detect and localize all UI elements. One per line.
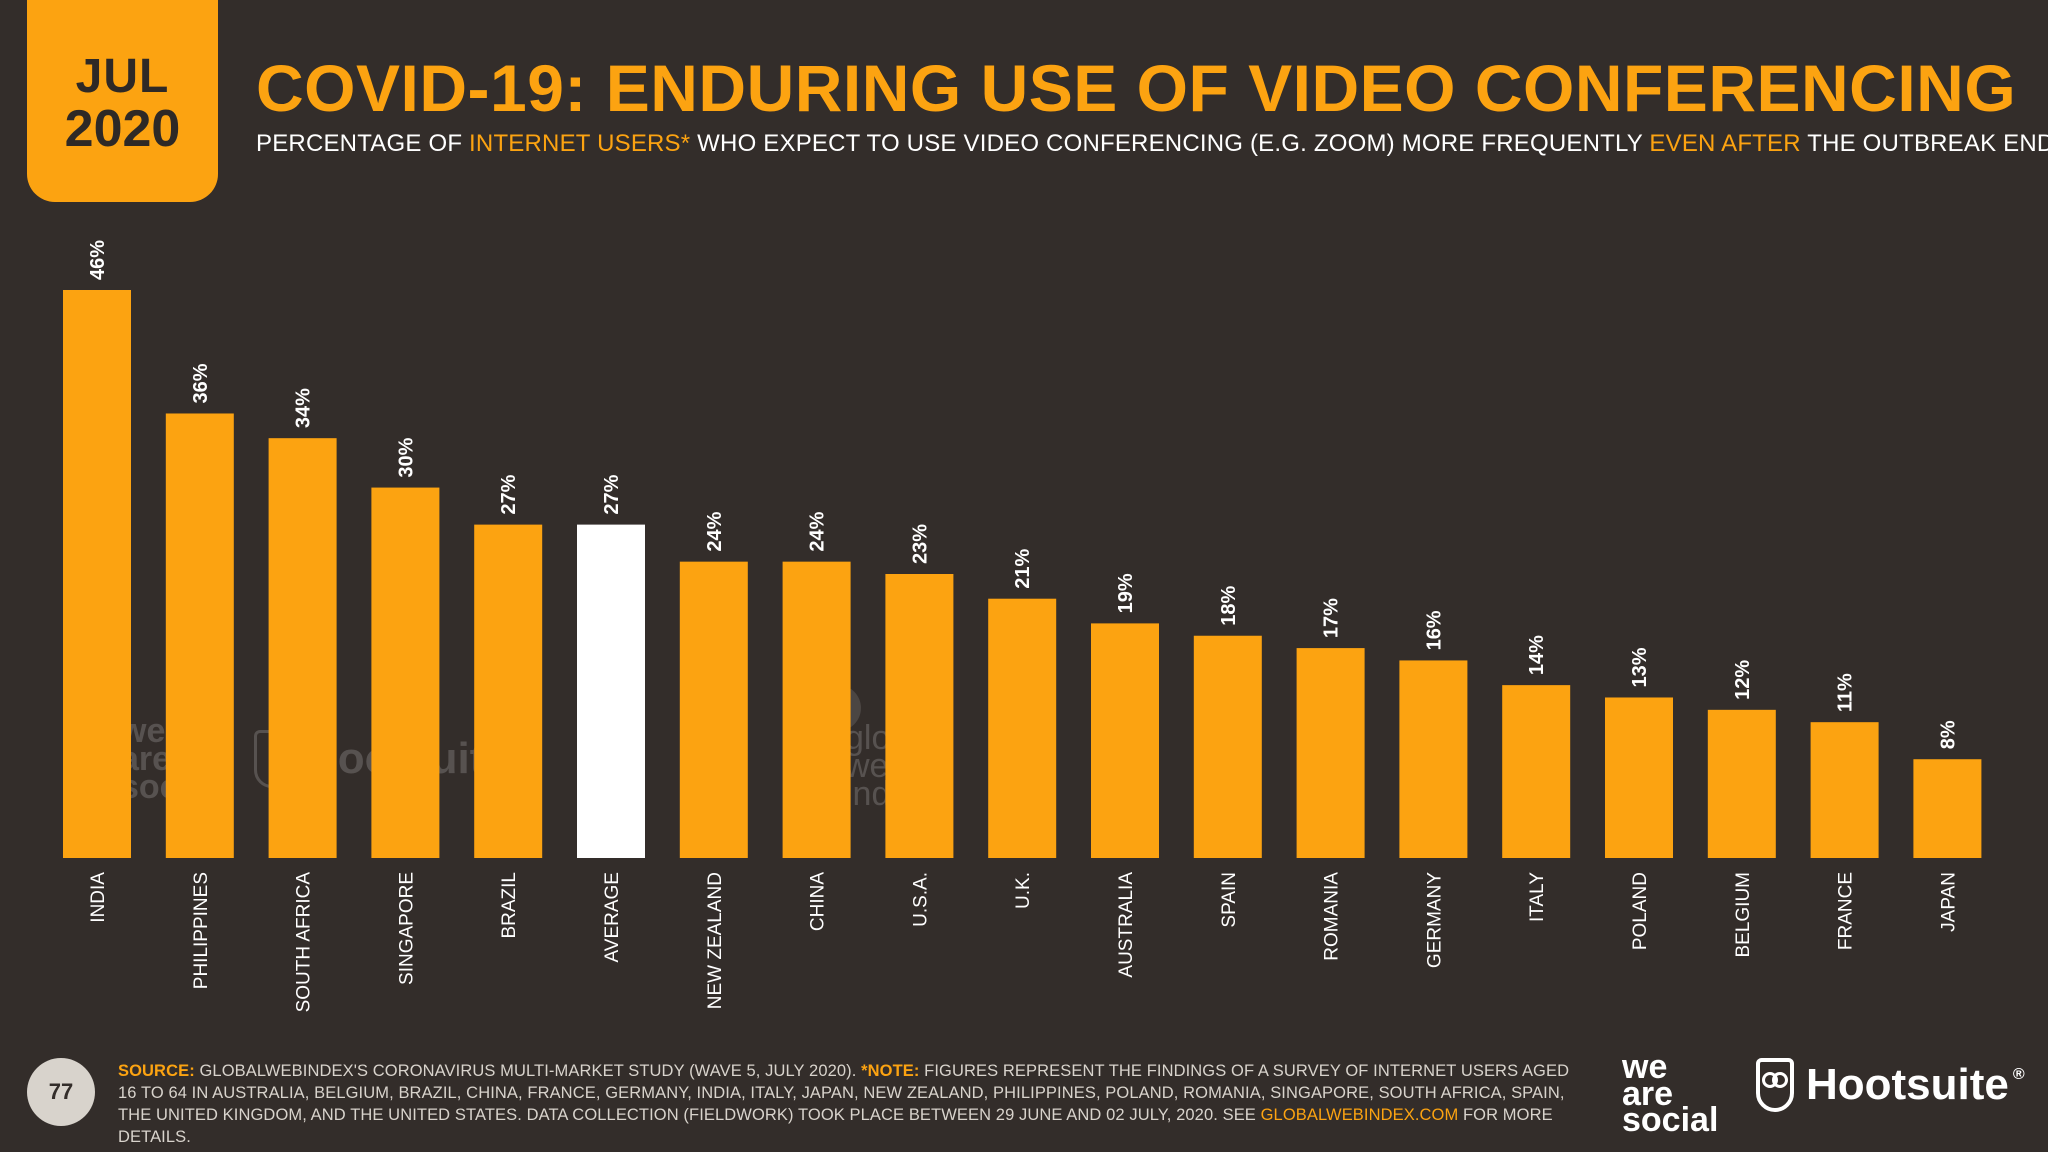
value-label-singapore: 30% <box>395 437 417 477</box>
value-label-germany: 16% <box>1423 610 1445 650</box>
category-label-japan: JAPAN <box>1938 872 1959 932</box>
category-label-poland: POLAND <box>1630 872 1651 950</box>
value-label-france: 11% <box>1835 673 1857 712</box>
category-label-australia: AUSTRALIA <box>1116 872 1137 978</box>
note-text: FIGURES REPRESENT THE FINDINGS OF A SURV… <box>118 1062 1570 1124</box>
value-label-india: 46% <box>87 240 109 280</box>
page-number: 77 <box>27 1058 95 1126</box>
hootsuite-logo-text: Hootsuite <box>1806 1060 2009 1109</box>
subtitle-part1: PERCENTAGE OF <box>256 130 470 157</box>
bar-china <box>782 561 851 858</box>
bar-japan <box>1913 759 1982 858</box>
badge-year: 2020 <box>64 99 181 158</box>
footer-source-note: SOURCE: GLOBALWEBINDEX'S CORONAVIRUS MUL… <box>118 1060 1588 1148</box>
bar-india <box>63 290 131 858</box>
category-label-spain: SPAIN <box>1219 872 1240 928</box>
category-label-south-africa: SOUTH AFRICA <box>294 872 315 1013</box>
category-label-romania: ROMANIA <box>1322 872 1343 961</box>
bar-france <box>1810 722 1879 858</box>
page-title: COVID-19: ENDURING USE OF VIDEO CONFEREN… <box>256 51 2017 125</box>
globalwebindex-link[interactable]: GLOBALWEBINDEX.COM <box>1260 1106 1459 1124</box>
value-label-brazil: 27% <box>498 474 520 514</box>
bar-spain <box>1193 635 1262 858</box>
value-label-u-s-a: 23% <box>909 524 931 564</box>
footer-tail: FOR MORE DETAILS. <box>118 1106 1553 1146</box>
category-label-china: CHINA <box>808 872 829 931</box>
category-label-singapore: SINGAPORE <box>396 872 417 985</box>
category-label-italy: ITALY <box>1527 872 1548 922</box>
note-label: *NOTE: <box>861 1062 920 1080</box>
registered-mark: ® <box>2012 1066 2025 1083</box>
category-label-france: FRANCE <box>1836 872 1857 950</box>
bar-brazil <box>474 524 543 858</box>
value-label-japan: 8% <box>1937 720 1959 749</box>
source-label: SOURCE: <box>118 1062 195 1080</box>
bar-average <box>577 524 645 858</box>
bar-u-s-a <box>885 574 954 858</box>
value-label-australia: 19% <box>1115 573 1137 613</box>
bar-australia <box>1091 623 1159 858</box>
category-label-germany: GERMANY <box>1424 872 1445 968</box>
hootsuite-logo: Hootsuite ® <box>1756 1058 2025 1112</box>
category-label-u-s-a: U.S.A. <box>910 872 931 927</box>
value-label-philippines: 36% <box>190 363 212 403</box>
bar-chart: 46% INDIA 36% PHILIPPINES 34% SOUTH AFRICA 30%… <box>63 240 1982 1013</box>
category-label-new-zealand: NEW ZEALAND <box>705 872 726 1009</box>
bar-philippines <box>165 413 234 858</box>
value-label-poland: 13% <box>1629 647 1651 687</box>
bar-germany <box>1399 660 1468 858</box>
source-text: GLOBALWEBINDEX'S CORONAVIRUS MULTI-MARKE… <box>194 1062 862 1080</box>
value-label-china: 24% <box>807 511 829 551</box>
bar-south-africa <box>268 438 337 858</box>
value-label-new-zealand: 24% <box>704 511 726 551</box>
date-badge: JUL 2020 <box>27 0 218 202</box>
category-label-belgium: BELGIUM <box>1733 872 1754 958</box>
value-label-romania: 17% <box>1321 598 1343 638</box>
subtitle-part2: WHO EXPECT TO USE VIDEO CONFERENCING (E.… <box>690 130 1650 157</box>
bar-u-k <box>988 598 1057 858</box>
bar-new-zealand <box>679 561 748 858</box>
category-label-india: INDIA <box>88 872 109 923</box>
category-label-average: AVERAGE <box>602 872 623 962</box>
value-label-u-k: 21% <box>1012 548 1034 588</box>
value-label-italy: 14% <box>1526 635 1548 675</box>
hootsuite-owl-icon <box>1756 1058 1794 1112</box>
value-label-average: 27% <box>601 474 623 514</box>
badge-month: JUL <box>75 49 170 103</box>
subtitle-highlight-even-after: EVEN AFTER <box>1649 130 1801 157</box>
bar-belgium <box>1707 709 1776 858</box>
bar-singapore <box>371 487 440 858</box>
we-are-social-logo: we are social <box>1622 1048 1719 1140</box>
category-label-philippines: PHILIPPINES <box>191 872 212 989</box>
category-label-brazil: BRAZIL <box>499 872 520 939</box>
subtitle-part3: THE OUTBREAK ENDS <box>1800 130 2048 157</box>
subtitle-highlight-internet-users: INTERNET USERS* <box>469 130 691 157</box>
value-label-spain: 18% <box>1218 585 1240 625</box>
bar-poland <box>1605 697 1673 858</box>
bar-romania <box>1296 648 1365 858</box>
value-label-belgium: 12% <box>1732 660 1754 700</box>
category-label-u-k: U.K. <box>1013 872 1034 909</box>
page-subtitle: PERCENTAGE OF INTERNET USERS* WHO EXPECT… <box>256 130 2048 158</box>
bar-italy <box>1502 685 1571 858</box>
value-label-south-africa: 34% <box>293 388 315 428</box>
